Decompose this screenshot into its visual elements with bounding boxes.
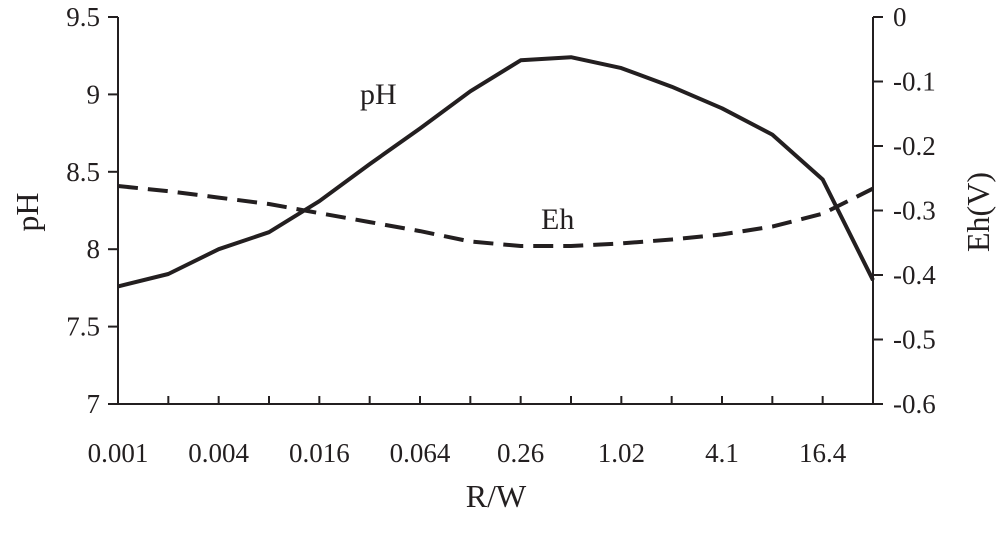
labels: R/W pH Eh(V) pH Eh [9,78,996,514]
x-tick-label: 0.064 [390,438,451,468]
x-tick-label: 4.1 [705,438,739,468]
series-label-ph: pH [360,78,397,111]
x-tick-label: 0.001 [88,438,149,468]
left-tick-label: 9 [87,79,101,109]
left-axis-title: pH [9,192,45,231]
right-tick-label: -0.5 [893,325,936,355]
series-line-ph [117,55,875,289]
right-tick-label: -0.6 [893,389,936,419]
right-tick-label: -0.2 [893,131,936,161]
x-tick-label: 0.016 [289,438,350,468]
x-tick-label: 0.004 [188,438,249,468]
x-tick-label: 16.4 [799,438,847,468]
right-tick-label: 0 [893,2,907,32]
series-lines [117,55,875,289]
left-tick-label: 8.5 [66,157,100,187]
left-tick-label: 7.5 [66,312,100,342]
series-label-eh: Eh [541,203,574,236]
x-tick-label: 1.02 [598,438,645,468]
left-tick-label: 8 [87,234,101,264]
x-tick-label: 0.26 [497,438,544,468]
series-line-eh [117,184,874,248]
ticks: 7 7.5 8 8.5 9 9.5 -0.6 -0.5 -0.4 -0.3 -0.2 -0.1 0 0.0… [66,2,936,468]
left-tick-label: 9.5 [66,2,100,32]
right-tick-label: -0.3 [893,196,936,226]
right-tick-label: -0.4 [893,260,936,290]
left-tick-label: 7 [87,389,101,419]
right-tick-label: -0.1 [893,67,936,97]
x-axis-title: R/W [466,478,527,514]
right-axis-title: Eh(V) [960,172,996,252]
